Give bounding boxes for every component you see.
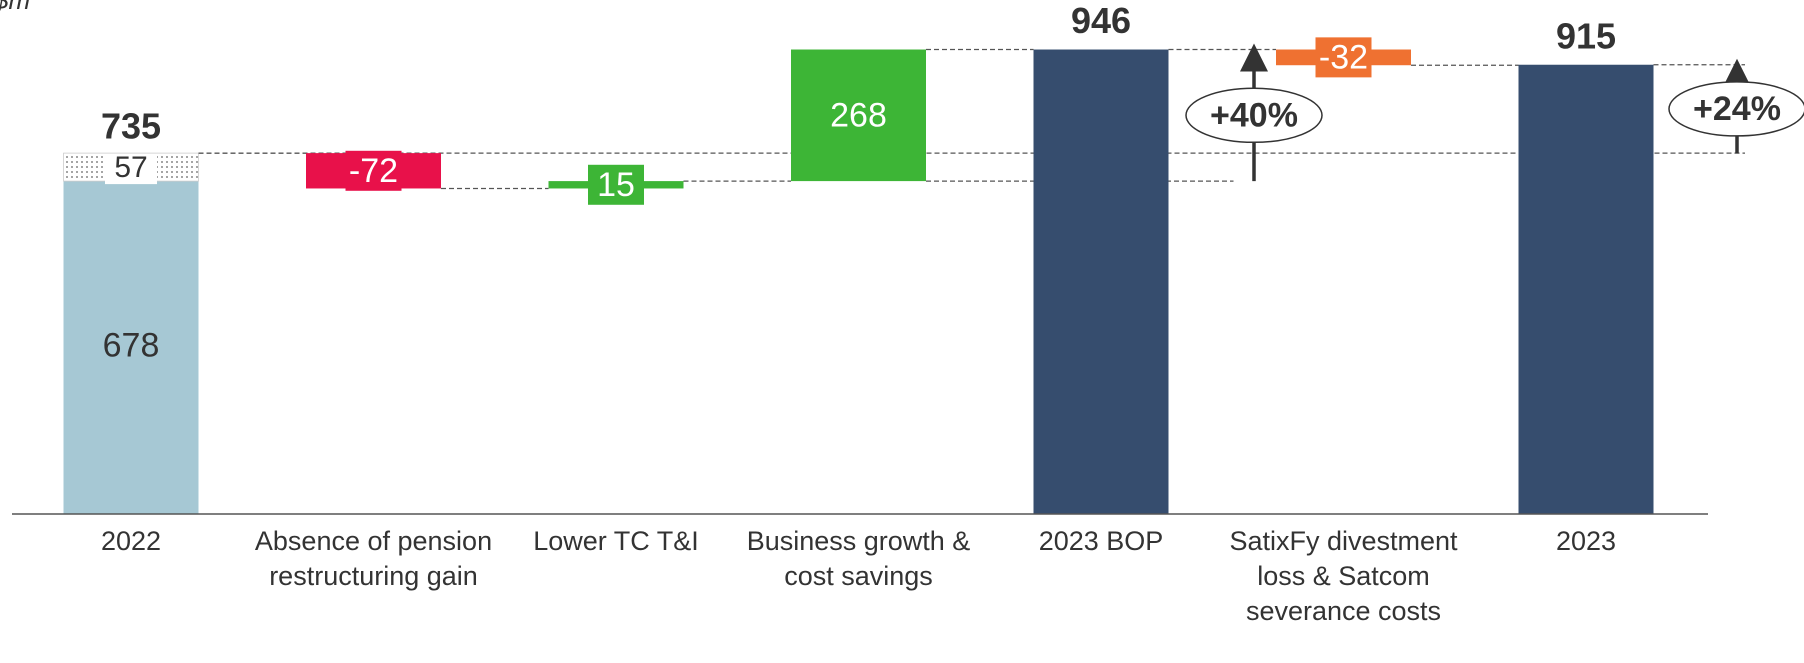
growth-label: +24% [1693, 90, 1781, 128]
x-tick-label: 2023 [1555, 526, 1617, 556]
x-tick-label: 2022 [100, 526, 162, 556]
x-tick-label: 2023 BOP [1038, 526, 1164, 556]
label-box [588, 164, 644, 205]
segment-label: 57 [114, 151, 147, 184]
subtitle: $m [0, 0, 30, 15]
total-label: 735 [101, 106, 161, 147]
growth-bubble [1668, 81, 1804, 137]
bar [1033, 49, 1169, 514]
bar [1518, 64, 1654, 515]
segment-label: 678 [103, 327, 160, 365]
x-tick-label: SatixFy divestment loss & Satcom severan… [1229, 526, 1458, 626]
x-tick-label: Absence of pension restructuring gain [254, 526, 493, 591]
x-tick-label: Lower TC T&I [533, 526, 699, 556]
total-label: 915 [1556, 15, 1616, 56]
growth-label: +40% [1210, 96, 1298, 134]
label-box [345, 150, 402, 191]
value-label: -72 [349, 152, 398, 190]
x-tick-label: Business growth & cost savings [746, 526, 971, 591]
total-label: 946 [1071, 0, 1131, 41]
value-label: 15 [597, 166, 635, 204]
label-box [1315, 37, 1372, 78]
value-label: -32 [1319, 38, 1368, 76]
bar [791, 49, 926, 182]
value-label: 268 [830, 96, 887, 134]
label-box [105, 154, 157, 185]
growth-bubble [1185, 87, 1323, 144]
bar-segment [63, 181, 199, 515]
